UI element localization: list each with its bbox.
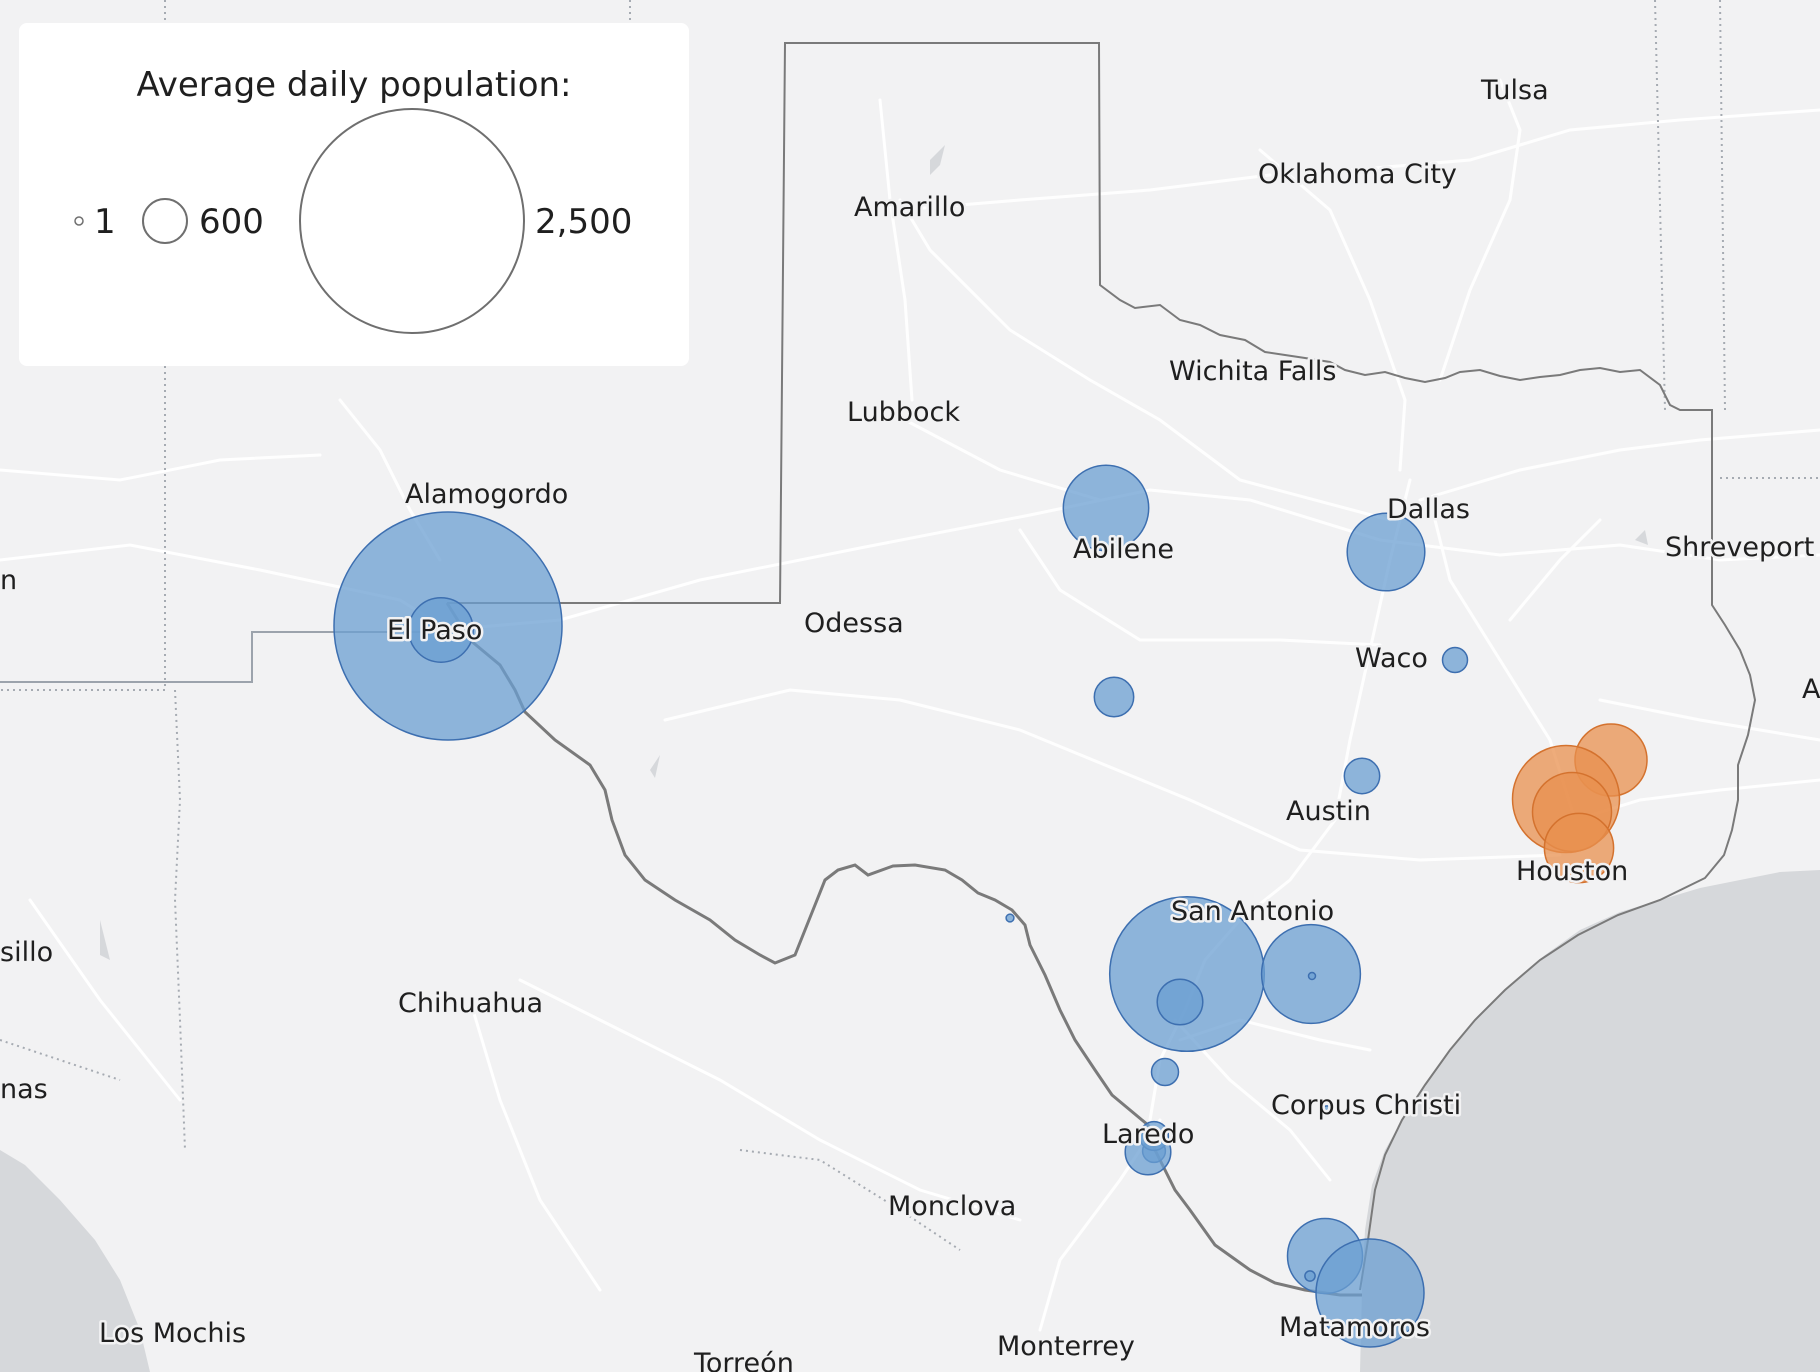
city-label: Alamogordo	[405, 479, 568, 510]
facility-bubble[interactable]	[1124, 1128, 1172, 1176]
facility-bubble[interactable]	[1346, 512, 1426, 592]
facility-bubble[interactable]	[408, 597, 474, 663]
city-label: A	[1802, 674, 1820, 705]
city-label: n	[0, 565, 17, 596]
city-label: Wichita Falls	[1169, 356, 1336, 387]
legend-label-medium: 600	[199, 202, 264, 242]
city-labels: Tulsa Oklahoma City Amarillo Wichita Fal…	[0, 73, 1820, 1372]
city-label: Lubbock	[847, 397, 960, 428]
facility-bubble[interactable]	[1156, 978, 1204, 1026]
gulf-of-california	[0, 1150, 150, 1372]
city-label: Shreveport	[1665, 532, 1814, 563]
facility-bubble[interactable]	[1304, 1270, 1316, 1282]
city-label: Torreón	[693, 1348, 794, 1372]
facility-bubble[interactable]	[1307, 971, 1317, 981]
city-label: Waco	[1355, 643, 1428, 674]
facility-bubbles	[333, 464, 1648, 1348]
city-label: Houston	[1516, 856, 1628, 887]
legend-label-large: 2,500	[535, 202, 632, 242]
facility-bubble[interactable]	[1005, 913, 1015, 923]
city-label: Abilene	[1073, 534, 1174, 565]
facility-bubble[interactable]	[1441, 646, 1469, 674]
legend-circle-small	[74, 216, 84, 226]
rio-grande-border	[445, 602, 1362, 1297]
gulf-of-mexico	[1360, 870, 1820, 1372]
city-label: Monclova	[888, 1191, 1016, 1222]
city-label: Odessa	[804, 608, 904, 639]
texas-border	[447, 42, 1757, 1291]
legend-circle-large	[299, 108, 525, 334]
facility-bubble[interactable]	[1315, 1238, 1425, 1348]
city-label: Matamoros	[1279, 1312, 1430, 1343]
city-label: Los Mochis	[99, 1318, 246, 1349]
facility-bubble[interactable]	[1343, 757, 1381, 795]
city-label: El Paso	[387, 615, 482, 646]
city-label: Corpus Christi	[1271, 1090, 1461, 1121]
facility-bubble[interactable]	[1062, 464, 1150, 552]
facility-bubble[interactable]	[1543, 812, 1615, 884]
legend: Average daily population: 1 600 2,500	[19, 23, 689, 366]
lakes	[100, 145, 1648, 960]
city-label: San Antonio	[1171, 896, 1334, 927]
legend-label-small: 1	[94, 202, 116, 242]
city-label: Austin	[1286, 796, 1371, 827]
facility-bubble[interactable]	[1321, 1105, 1333, 1117]
facility-bubble[interactable]	[1093, 676, 1135, 718]
city-label: Monterrey	[997, 1331, 1135, 1362]
city-label: Dallas	[1387, 494, 1470, 525]
legend-title: Average daily population:	[136, 65, 572, 105]
legend-circle-medium	[142, 198, 188, 244]
city-label: sillo	[0, 937, 53, 968]
city-label: Chihuahua	[398, 988, 543, 1019]
city-label: Tulsa	[1480, 75, 1549, 106]
city-label: nas	[0, 1074, 48, 1105]
city-label: Laredo	[1102, 1119, 1194, 1150]
city-label: Amarillo	[854, 192, 965, 223]
city-label: Oklahoma City	[1258, 159, 1457, 190]
facility-bubble[interactable]	[1150, 1057, 1180, 1087]
